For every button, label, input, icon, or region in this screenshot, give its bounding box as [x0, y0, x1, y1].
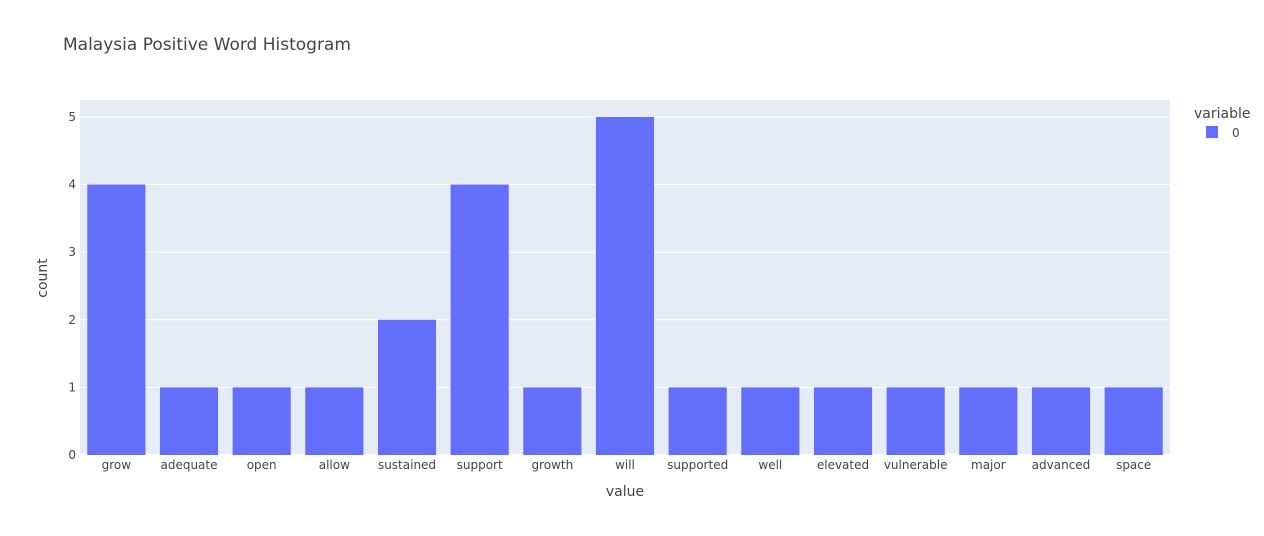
x-tick-label: well	[758, 458, 782, 472]
x-tick-label: adequate	[160, 458, 217, 472]
x-tick-label: elevated	[817, 458, 869, 472]
bar-adequate[interactable]	[159, 387, 219, 455]
bar-grow[interactable]	[87, 184, 146, 455]
x-tick-label: growth	[531, 458, 573, 472]
y-axis-title: count	[35, 258, 51, 298]
legend-entry-label[interactable]: 0	[1232, 126, 1240, 140]
x-tick-label: grow	[102, 458, 132, 472]
legend[interactable]: variable 0	[1194, 106, 1250, 140]
x-tick-label: space	[1116, 458, 1151, 472]
bar-open[interactable]	[232, 387, 291, 455]
bar-allow[interactable]	[305, 387, 364, 455]
bar-well[interactable]	[741, 387, 800, 455]
chart-title: Malaysia Positive Word Histogram	[63, 35, 351, 55]
bar-elevated[interactable]	[813, 387, 873, 455]
x-tick-label: will	[615, 458, 635, 472]
bar-sustained[interactable]	[377, 319, 437, 455]
x-tick-label: vulnerable	[884, 458, 948, 472]
x-tick-label: allow	[319, 458, 350, 472]
bar-advanced[interactable]	[1031, 387, 1091, 455]
y-tick-label: 5	[68, 110, 76, 124]
x-tick-label: supported	[667, 458, 728, 472]
x-axis-ticks: grow adequate open allow sustained support gro…	[102, 458, 1152, 472]
bars	[87, 116, 1163, 456]
bar-vulnerable[interactable]	[886, 387, 945, 455]
bar-space[interactable]	[1104, 387, 1163, 455]
y-tick-label: 4	[68, 178, 76, 192]
x-axis-title: value	[606, 484, 644, 500]
x-tick-label: open	[247, 458, 277, 472]
bar-will[interactable]	[595, 116, 655, 456]
y-axis-ticks: 0 1 2 3 4 5	[68, 110, 76, 462]
legend-title: variable	[1194, 106, 1250, 122]
bar-growth[interactable]	[523, 387, 582, 455]
y-tick-label: 0	[68, 448, 76, 462]
x-tick-label: sustained	[378, 458, 436, 472]
x-tick-label: support	[457, 458, 503, 472]
y-tick-label: 2	[68, 313, 76, 327]
x-tick-label: major	[971, 458, 1006, 472]
y-tick-label: 3	[68, 245, 76, 259]
bar-major[interactable]	[959, 387, 1018, 455]
x-tick-label: advanced	[1032, 458, 1091, 472]
bar-support[interactable]	[450, 184, 509, 455]
y-tick-label: 1	[68, 380, 76, 394]
legend-swatch[interactable]	[1206, 126, 1218, 138]
bar-supported[interactable]	[668, 387, 727, 455]
